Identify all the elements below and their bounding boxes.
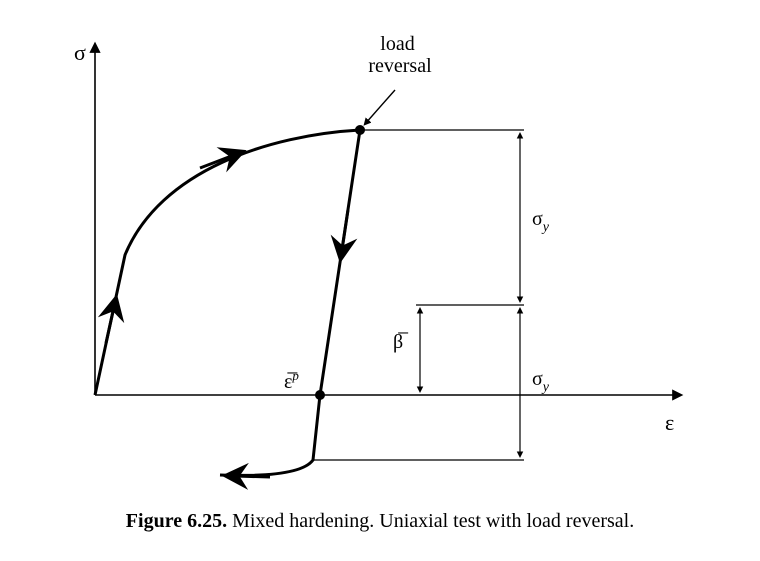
load-reversal-line1: load: [380, 33, 414, 55]
epsilon-p-label: ε̅p: [284, 368, 299, 393]
figure-caption: Figure 6.25. Mixed hardening. Uniaxial t…: [0, 510, 760, 533]
sigma-y-upper-sub: y: [541, 220, 550, 235]
sigma-axis-label: σ: [74, 40, 86, 65]
beta-label: β̅: [393, 331, 409, 353]
axis-cross-point: [315, 390, 325, 400]
sigma-y-upper-label: σy: [532, 208, 550, 235]
epsilon-p-sup: p: [291, 368, 299, 383]
loading-arrow-elastic: [106, 307, 114, 343]
caption-text: Mixed hardening. Uniaxial test with load…: [227, 510, 634, 532]
load-reversal-line2: reversal: [368, 55, 432, 77]
sigma-y-lower-main: σ: [532, 368, 543, 390]
unloading-curve: [220, 130, 360, 475]
load-reversal-pointer: [365, 90, 395, 124]
epsilon-axis-label: ε: [665, 410, 674, 435]
unloading-arrow: [342, 210, 348, 250]
reverse-arrow: [235, 476, 270, 477]
caption-prefix: Figure 6.25.: [126, 510, 227, 532]
sigma-y-lower-sub: y: [541, 380, 550, 395]
loading-curve: [95, 130, 360, 395]
sigma-y-upper-main: σ: [532, 208, 543, 230]
load-reversal-label: load reversal: [368, 33, 432, 77]
sigma-y-lower-label: σy: [532, 368, 550, 395]
